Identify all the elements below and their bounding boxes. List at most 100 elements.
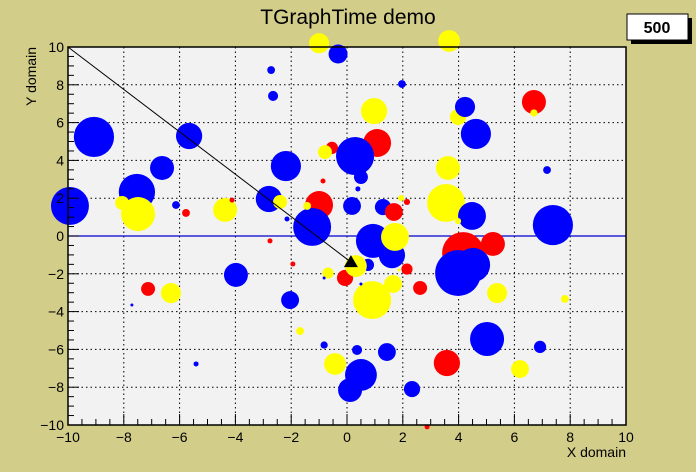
bubble-blue bbox=[270, 151, 301, 182]
bubble-red bbox=[384, 203, 403, 221]
bubble-blue bbox=[355, 186, 361, 192]
bubble-yellow bbox=[273, 195, 288, 209]
bubble-yellow bbox=[454, 218, 462, 225]
bubble-blue bbox=[338, 378, 363, 403]
bubble-blue bbox=[223, 262, 248, 287]
bubble-blue bbox=[150, 155, 175, 180]
bubble-blue bbox=[403, 380, 421, 398]
bubble-blue bbox=[73, 116, 115, 158]
y-tick-label: 2 bbox=[56, 190, 64, 206]
bubble-blue bbox=[460, 118, 491, 150]
bubble-red bbox=[401, 263, 413, 275]
bubble-red bbox=[267, 238, 273, 244]
chart-title: TGraphTime demo bbox=[260, 6, 435, 29]
bubble-blue bbox=[281, 291, 300, 309]
bubble-red bbox=[141, 281, 156, 296]
x-tick-label: 0 bbox=[343, 429, 351, 445]
bubbles bbox=[50, 30, 626, 430]
bubble-blue bbox=[293, 207, 332, 246]
bubble-blue bbox=[532, 204, 573, 246]
bubble-red bbox=[229, 197, 235, 203]
bubble-yellow bbox=[317, 145, 332, 160]
bubble-blue bbox=[398, 80, 406, 88]
y-axis-label: Y domain bbox=[23, 47, 39, 106]
bubble-blue bbox=[533, 340, 547, 354]
bubble-blue bbox=[130, 303, 134, 307]
bubble-blue bbox=[268, 90, 279, 101]
bubble-yellow bbox=[303, 202, 312, 210]
bubble-yellow bbox=[360, 97, 388, 125]
y-tick-label: 0 bbox=[56, 228, 64, 244]
x-tick-label: −8 bbox=[116, 429, 132, 445]
bubble-blue bbox=[172, 201, 180, 209]
x-tick-label: −6 bbox=[172, 429, 188, 445]
y-tick-label: 4 bbox=[56, 152, 64, 168]
bubble-blue bbox=[320, 341, 328, 349]
bubble-red bbox=[521, 90, 546, 114]
x-tick-label: −4 bbox=[227, 429, 243, 445]
bubble-yellow bbox=[398, 194, 405, 202]
bubble-blue bbox=[352, 344, 363, 355]
bubble-red bbox=[480, 231, 505, 256]
bubble-blue bbox=[377, 343, 396, 361]
bubble-blue bbox=[267, 66, 276, 74]
x-tick-label: 2 bbox=[399, 429, 407, 445]
y-tick-label: −8 bbox=[48, 379, 64, 395]
bubble-blue bbox=[343, 197, 361, 215]
bubble-yellow bbox=[322, 267, 334, 279]
bubble-blue bbox=[456, 247, 491, 282]
axis-ticks: −10 −8 −6 −4 −2 0 2 4 6 8 10 −10 −8 −6 −4 −2 0 2 4 6 8 10 bbox=[40, 39, 634, 445]
bubble-yellow bbox=[438, 30, 460, 52]
x-tick-label: 8 bbox=[566, 429, 574, 445]
y-tick-label: −10 bbox=[40, 417, 64, 433]
bubble-yellow bbox=[487, 283, 508, 304]
bubble-yellow bbox=[115, 195, 130, 210]
bubble-blue bbox=[193, 361, 199, 367]
bubble-red bbox=[413, 281, 428, 295]
bubble-yellow bbox=[309, 33, 330, 54]
bubble-yellow bbox=[296, 327, 305, 335]
arrow-head-triangle bbox=[343, 255, 358, 268]
bubble-red bbox=[320, 178, 326, 184]
bubble-blue bbox=[470, 321, 505, 357]
bubble-yellow bbox=[381, 222, 409, 251]
y-tick-label: 10 bbox=[48, 39, 64, 55]
bubble-yellow bbox=[560, 295, 569, 303]
bubble-yellow bbox=[324, 353, 346, 375]
bubble-red bbox=[403, 198, 411, 206]
bubble-red bbox=[290, 261, 296, 267]
bubble-blue bbox=[284, 216, 290, 222]
x-tick-label: −2 bbox=[283, 429, 299, 445]
x-axis-label: X domain bbox=[567, 444, 626, 460]
bubble-blue bbox=[458, 202, 486, 230]
y-tick-label: −2 bbox=[48, 266, 64, 282]
x-tick-label: 10 bbox=[618, 429, 634, 445]
y-tick-label: 6 bbox=[56, 115, 64, 131]
bubble-yellow bbox=[353, 281, 392, 320]
y-tick-label: −6 bbox=[48, 341, 64, 357]
bubble-blue bbox=[175, 122, 203, 150]
bubble-yellow bbox=[384, 275, 402, 293]
bubble-blue bbox=[359, 282, 363, 286]
bubble-yellow bbox=[121, 197, 156, 232]
arrow-line bbox=[67, 46, 352, 263]
bubble-yellow bbox=[160, 283, 181, 304]
bubble-red bbox=[433, 349, 460, 377]
bubble-blue bbox=[454, 96, 476, 117]
bubble-yellow bbox=[397, 268, 401, 272]
bubble-yellow bbox=[530, 109, 538, 117]
bubble-yellow bbox=[511, 360, 529, 378]
y-tick-label: 8 bbox=[56, 77, 64, 93]
x-tick-label: 4 bbox=[455, 429, 463, 445]
bubble-blue bbox=[322, 276, 326, 280]
bubble-blue bbox=[543, 166, 551, 174]
y-tick-label: −4 bbox=[48, 304, 64, 320]
bubble-red bbox=[182, 209, 190, 217]
bubble-blue bbox=[328, 44, 348, 64]
x-tick-label: 6 bbox=[511, 429, 519, 445]
bubble-yellow bbox=[436, 155, 460, 180]
bubble-yellow bbox=[213, 197, 238, 222]
time-step-label: 500 bbox=[644, 20, 671, 37]
time-step-box bbox=[626, 13, 689, 41]
